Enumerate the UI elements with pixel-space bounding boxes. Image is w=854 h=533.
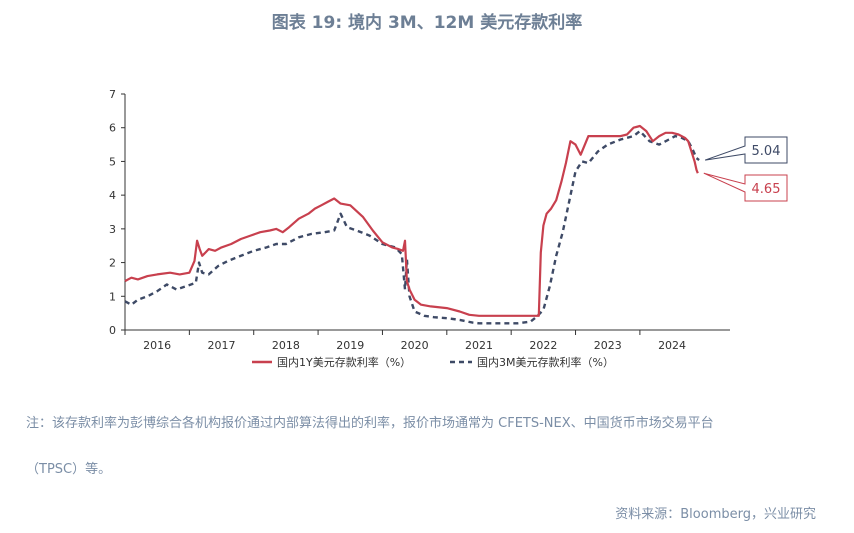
x-tick-label: 2022 [529,339,557,352]
end-labels: 5.04 4.65 [703,136,788,202]
y-tick-label: 7 [109,88,116,101]
chart-note: 注：该存款利率为彭博综合各机构报价通过内部算法得出的利率，报价市场通常为 CFE… [26,416,714,431]
end-label-3m-callout [704,136,788,164]
chart-title: 图表 19: 境内 3M、12M 美元存款利率 [271,13,583,33]
y-tick-label: 1 [109,290,116,303]
x-tick-label: 2020 [401,339,429,352]
y-tick-label: 2 [109,257,116,270]
x-tick-label: 2021 [465,339,493,352]
x-tick-label: 2017 [208,339,236,352]
series-3m-line [124,129,700,325]
x-tick-label: 2019 [336,339,364,352]
x-tick-label: 2018 [272,339,300,352]
series-1y-line [124,124,699,317]
x-tick-label: 2016 [143,339,171,352]
line-chart: 0 1 2 3 4 5 6 7 2016 2017 2018 2019 2020 2021 2022 2023… [109,88,788,369]
y-tick-label: 0 [109,324,116,337]
axes: 0 1 2 3 4 5 6 7 2016 2017 2018 2019 2020 2021 2022 2023… [109,88,730,352]
x-tick-label: 2023 [594,339,622,352]
legend-label-3m: 国内3M美元存款利率（%） [477,355,614,369]
y-tick-label: 3 [109,223,116,236]
end-label-1y-callout [703,172,788,202]
legend-label-1y: 国内1Y美元存款利率（%） [277,355,411,369]
chart-note-continued: （TPSC）等。 [26,462,112,477]
x-tick-label: 2024 [658,339,686,352]
end-label-1y: 4.65 [752,182,781,197]
legend: 国内1Y美元存款利率（%） 国内3M美元存款利率（%） [252,355,614,369]
source-credit: 资料来源：Bloomberg，兴业研究 [615,507,816,522]
y-tick-label: 6 [109,122,116,135]
y-tick-label: 4 [109,189,116,202]
end-label-3m: 5.04 [752,144,781,159]
series-lines [124,124,700,325]
y-tick-label: 5 [109,155,116,168]
